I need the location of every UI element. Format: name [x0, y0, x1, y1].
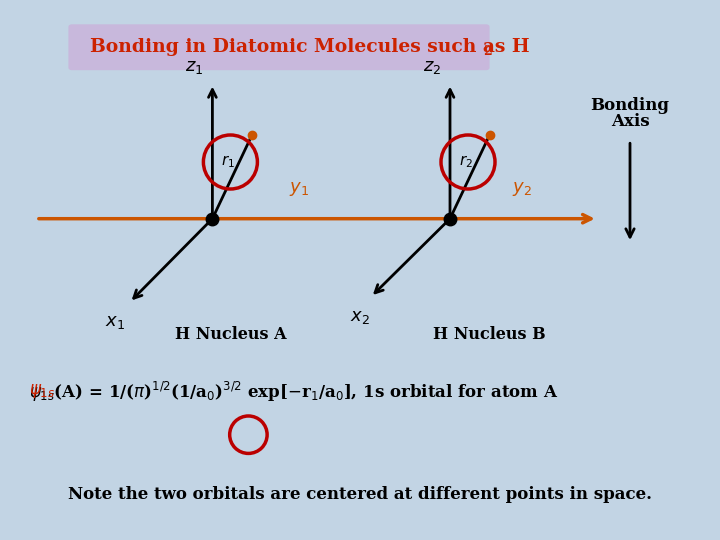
Text: Bonding: Bonding — [590, 97, 670, 114]
Text: Bonding in Diatomic Molecules such as H: Bonding in Diatomic Molecules such as H — [90, 38, 530, 56]
Text: $z_1$: $z_1$ — [185, 58, 204, 76]
Text: $r_1$: $r_1$ — [221, 154, 235, 170]
Text: Note the two orbitals are centered at different points in space.: Note the two orbitals are centered at di… — [68, 485, 652, 503]
FancyBboxPatch shape — [68, 24, 490, 70]
Text: $\psi_{1s}$: $\psi_{1s}$ — [29, 382, 55, 401]
Text: $x_1$: $x_1$ — [105, 313, 125, 331]
Text: $y_2$: $y_2$ — [512, 180, 532, 198]
Text: H Nucleus A: H Nucleus A — [174, 326, 287, 343]
Text: $\psi_{1s}$(A) = 1/($\pi$)$^{1/2}$(1/a$_0$)$^{3/2}$ exp[$-$r$_1$/a$_0$], 1s orbi: $\psi_{1s}$(A) = 1/($\pi$)$^{1/2}$(1/a$_… — [29, 380, 558, 403]
Text: 2: 2 — [483, 45, 492, 58]
Text: H Nucleus B: H Nucleus B — [433, 326, 546, 343]
Text: $x_2$: $x_2$ — [350, 308, 370, 326]
Text: $z_2$: $z_2$ — [423, 58, 441, 76]
Text: $y_1$: $y_1$ — [289, 180, 309, 198]
Text: $r_2$: $r_2$ — [459, 154, 473, 170]
Text: Axis: Axis — [611, 113, 649, 130]
